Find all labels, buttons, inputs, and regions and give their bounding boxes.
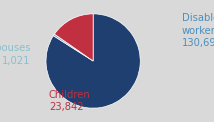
Text: Disabled
workers
130,696: Disabled workers 130,696 bbox=[182, 13, 214, 48]
Wedge shape bbox=[54, 14, 93, 61]
Wedge shape bbox=[46, 14, 140, 108]
Text: Spouses
1,021: Spouses 1,021 bbox=[0, 43, 30, 66]
Wedge shape bbox=[53, 34, 93, 61]
Text: Children
23,842: Children 23,842 bbox=[49, 90, 91, 112]
